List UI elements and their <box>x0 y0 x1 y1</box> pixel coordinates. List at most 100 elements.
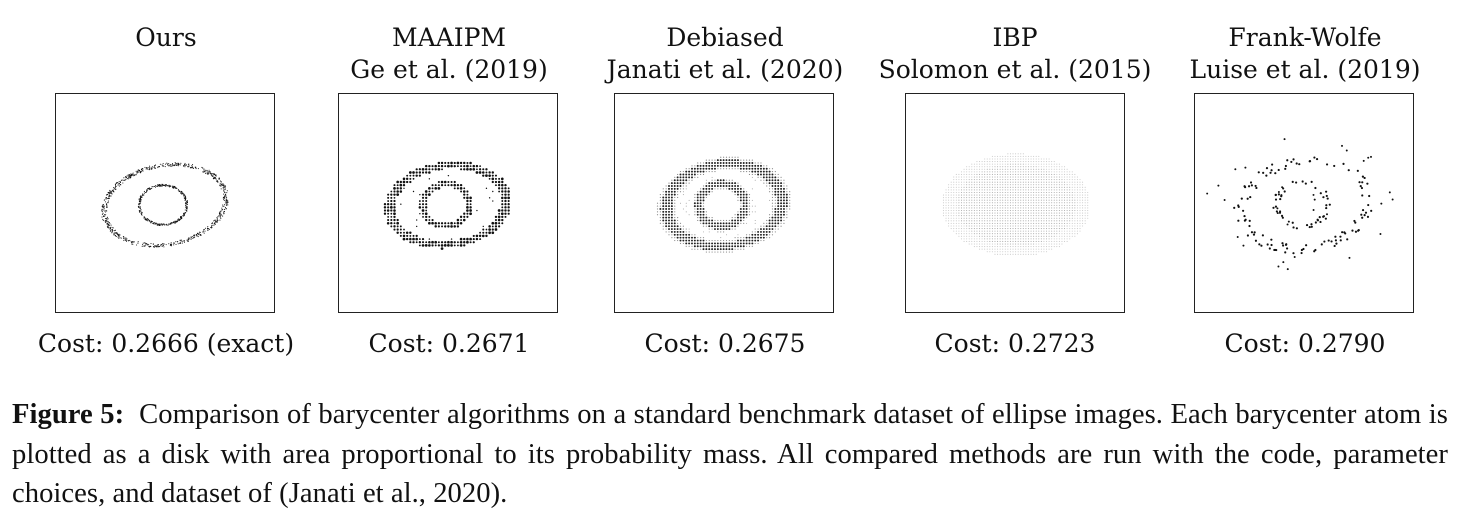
barycenter-atom <box>953 207 955 209</box>
barycenter-atom <box>953 230 955 232</box>
barycenter-atom <box>971 171 973 173</box>
barycenter-atom <box>1038 191 1040 194</box>
barycenter-atom <box>176 187 178 189</box>
barycenter-atom <box>748 167 751 170</box>
barycenter-atom <box>968 179 970 181</box>
barycenter-atom <box>507 203 510 206</box>
barycenter-atom <box>999 238 1001 240</box>
barycenter-atom <box>1076 184 1078 186</box>
barycenter-atom <box>1002 204 1004 206</box>
barycenter-atom <box>447 244 450 247</box>
barycenter-atom <box>676 236 679 239</box>
barycenter-atom <box>670 193 673 196</box>
barycenter-atom <box>153 185 155 187</box>
barycenter-atom <box>997 243 999 245</box>
barycenter-atom <box>942 209 945 212</box>
barycenter-atom <box>161 185 163 187</box>
barycenter-atom <box>205 172 207 174</box>
barycenter-atom <box>1002 181 1004 183</box>
barycenter-atom <box>693 236 696 239</box>
barycenter-atom <box>383 209 387 212</box>
barycenter-atom <box>973 168 975 170</box>
barycenter-atom <box>1007 228 1009 230</box>
barycenter-atom <box>1069 222 1071 224</box>
barycenter-atom <box>1315 157 1319 161</box>
barycenter-atom <box>955 204 957 206</box>
barycenter-atom <box>223 208 226 211</box>
barycenter-atom <box>466 212 469 215</box>
barycenter-atom <box>221 209 223 211</box>
barycenter-atom <box>114 235 116 237</box>
barycenter-atom <box>976 189 978 191</box>
barycenter-atom <box>736 219 739 222</box>
barycenter-atom <box>986 251 988 253</box>
barycenter-atom <box>1043 207 1045 209</box>
barycenter-atom <box>960 238 963 240</box>
barycenter-atom <box>222 183 224 185</box>
barycenter-atom <box>102 209 104 211</box>
barycenter-atom <box>1002 243 1004 245</box>
barycenter-atom <box>948 186 950 188</box>
barycenter-atom <box>421 209 425 212</box>
barycenter-atom <box>507 212 510 215</box>
barycenter-atom <box>679 184 682 187</box>
barycenter-atom <box>966 225 968 227</box>
barycenter-atom <box>447 180 450 184</box>
barycenter-atom <box>950 181 952 183</box>
barycenter-atom <box>1087 217 1089 219</box>
barycenter-atom <box>782 207 785 210</box>
barycenter-atom <box>1069 215 1071 217</box>
barycenter-atom <box>1074 181 1076 183</box>
barycenter-atom <box>999 220 1001 222</box>
barycenter-atom <box>989 173 991 176</box>
barycenter-atom <box>108 197 110 199</box>
barycenter-atom <box>780 193 783 196</box>
barycenter-atom <box>668 182 670 184</box>
barycenter-atom <box>1295 227 1298 230</box>
barycenter-atom <box>1007 225 1009 227</box>
barycenter-atom <box>665 228 667 230</box>
barycenter-atom <box>1035 220 1037 222</box>
barycenter-atom <box>159 184 161 186</box>
barycenter-atom <box>1061 233 1063 235</box>
barycenter-atom <box>1007 163 1009 165</box>
barycenter-atom <box>1017 184 1019 186</box>
barycenter-atom <box>958 215 960 217</box>
barycenter-atom <box>1048 246 1050 248</box>
barycenter-atom <box>978 230 981 232</box>
barycenter-atom <box>145 217 147 219</box>
barycenter-atom <box>713 228 716 231</box>
barycenter-atom <box>1025 158 1027 160</box>
barycenter-atom <box>1051 199 1053 201</box>
barycenter-atom <box>1344 232 1347 235</box>
barycenter-atom <box>731 182 734 185</box>
barycenter-atom <box>722 248 725 251</box>
barycenter-atom <box>722 184 725 187</box>
barycenter-atom <box>1033 253 1035 255</box>
barycenter-atom <box>463 237 466 241</box>
barycenter-atom <box>149 221 151 223</box>
barycenter-atom <box>659 211 661 213</box>
barycenter-atom <box>1276 212 1279 215</box>
barycenter-atom <box>164 163 167 165</box>
barycenter-atom <box>994 217 996 219</box>
barycenter-atom <box>739 216 742 219</box>
barycenter-atom <box>1043 189 1045 191</box>
barycenter-atom <box>702 231 704 233</box>
barycenter-atom <box>460 219 463 221</box>
barycenter-atom <box>219 214 221 216</box>
barycenter-atom <box>728 168 730 170</box>
barycenter-atom <box>662 191 664 193</box>
barycenter-atom <box>966 212 968 214</box>
barycenter-atom <box>1038 189 1040 191</box>
barycenter-atom <box>693 245 696 248</box>
barycenter-atom <box>682 188 684 190</box>
barycenter-atom <box>950 189 952 191</box>
barycenter-atom <box>1020 173 1022 176</box>
barycenter-atom <box>659 216 661 219</box>
barycenter-atom <box>981 204 983 206</box>
barycenter-atom <box>135 170 137 172</box>
barycenter-atom <box>991 230 993 232</box>
barycenter-atom <box>1012 194 1014 196</box>
barycenter-atom <box>175 164 177 166</box>
